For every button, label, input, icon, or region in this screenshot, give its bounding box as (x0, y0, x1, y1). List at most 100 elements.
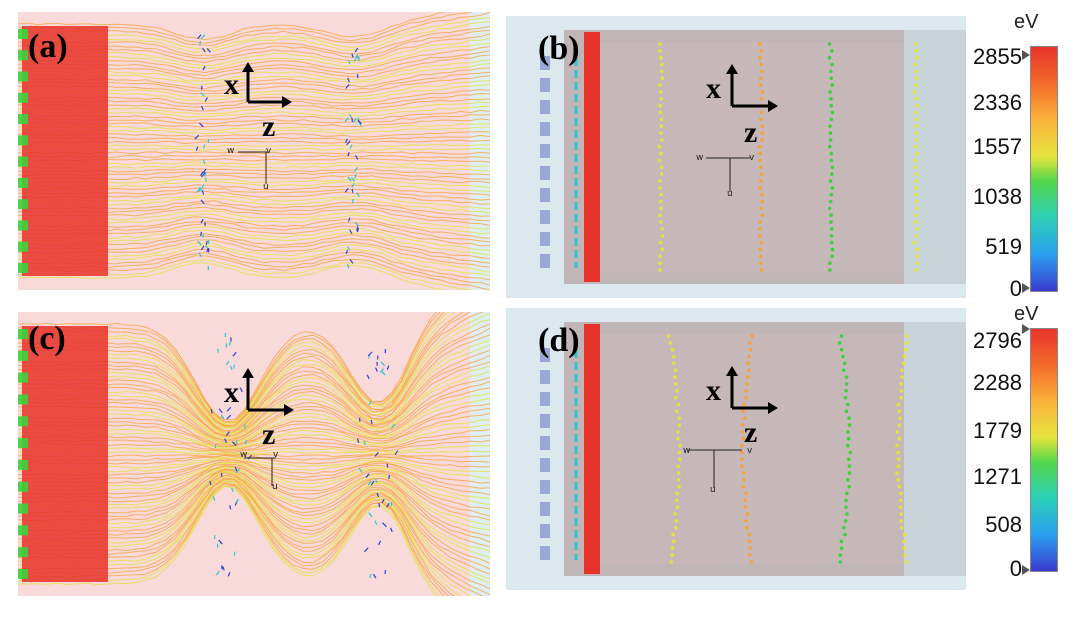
particle-dot (915, 55, 920, 60)
particle-dot (750, 334, 754, 338)
panel-b (506, 16, 966, 298)
focus-trace (225, 431, 230, 437)
particle-dot (914, 110, 918, 115)
focus-trace (244, 439, 247, 445)
focus-trace (195, 146, 199, 151)
particle-dot (838, 560, 843, 564)
focus-trace (354, 221, 360, 227)
emitter-tip (18, 547, 28, 558)
particle-dot (915, 247, 920, 252)
emitter-tip (18, 177, 28, 188)
particle-dot (758, 158, 762, 163)
focus-trace (210, 409, 213, 414)
particle-dot (902, 354, 907, 359)
focus-trace (200, 92, 205, 97)
focus-trace (221, 565, 223, 570)
focus-trace (200, 218, 204, 224)
particle-dot (905, 341, 909, 345)
particle-dot (743, 505, 748, 510)
particle-dot (896, 450, 900, 455)
focus-trace (202, 159, 206, 164)
particle-dot (744, 491, 748, 496)
emitter-region (22, 26, 108, 276)
focus-trace (204, 97, 209, 102)
particle-dot (759, 110, 764, 115)
particle-dot (897, 409, 902, 414)
particle-dot (677, 450, 682, 455)
particle-dot (740, 430, 745, 434)
particle-dot (666, 334, 671, 338)
particle-dot (895, 471, 899, 475)
focus-trace (227, 572, 231, 577)
particle-dot (830, 254, 834, 259)
particle-dot (915, 261, 920, 265)
particle-dot (903, 546, 907, 551)
axis-label-z-a: z (262, 110, 276, 143)
particle-dot (758, 55, 762, 60)
focus-trace (356, 192, 360, 197)
particle-dot (670, 347, 675, 352)
particle-dot (915, 151, 920, 156)
emitter-tip (18, 199, 28, 210)
particle-dot (897, 457, 901, 462)
focus-trace (233, 551, 236, 556)
particle-dot (758, 83, 763, 87)
particle-dot (744, 388, 748, 393)
focus-trace (198, 252, 202, 257)
particle-dot (914, 233, 919, 238)
particle-dot (742, 402, 746, 407)
particle-dot (658, 213, 662, 218)
axis-arrows-b (726, 64, 778, 112)
grid-slot (540, 122, 550, 136)
focus-trace (356, 53, 359, 59)
particle-dot (747, 354, 751, 359)
focus-trace (226, 406, 232, 412)
particle-dot (901, 361, 906, 366)
uvw-label-v-c: v (273, 450, 279, 460)
focus-trace (354, 167, 359, 172)
particle-dot (899, 395, 904, 400)
focus-trace (222, 566, 225, 571)
particle-dot (658, 103, 662, 108)
particle-dot (898, 505, 903, 510)
particle-dot (671, 361, 676, 366)
focus-trace (366, 374, 370, 380)
particle-dot (658, 131, 663, 135)
particle-dot (670, 553, 675, 557)
colorbar-top-tick-0: 2855 (973, 44, 1022, 69)
particle-dot (677, 457, 682, 462)
particle-dot (759, 254, 763, 259)
particle-dot (830, 186, 835, 190)
focus-trace (347, 217, 351, 222)
particle-dot (829, 96, 833, 101)
colorbar-top-tickmark-5 (1022, 283, 1030, 293)
particle-dot (847, 423, 852, 427)
focus-trace (207, 138, 210, 144)
particle-dot (829, 240, 834, 245)
particle-dot (758, 117, 763, 122)
particle-dot (758, 151, 763, 156)
focus-trace (353, 57, 358, 62)
particle-dot (827, 268, 832, 272)
particle-dot (758, 186, 763, 190)
emitter-tip (18, 135, 28, 146)
particle-dot (846, 478, 850, 482)
particle-dot (760, 90, 765, 94)
particle-plot-b (506, 16, 966, 298)
uvw-triad-b (706, 157, 750, 192)
panel-c (18, 312, 490, 596)
focus-trace (194, 134, 200, 140)
emitter-tip (18, 114, 28, 125)
particle-dot (673, 375, 677, 379)
particle-dot (828, 179, 833, 183)
grid-slot (540, 524, 550, 538)
particle-dot (914, 117, 919, 122)
particle-dot (676, 471, 681, 475)
focus-trace (375, 367, 378, 372)
particle-dot (828, 69, 833, 74)
uvw-label-u-a: u (263, 182, 269, 192)
particle-dot (758, 233, 762, 238)
particle-dot (900, 368, 904, 373)
particle-dot (746, 375, 750, 379)
drift-box-inner (596, 334, 916, 564)
